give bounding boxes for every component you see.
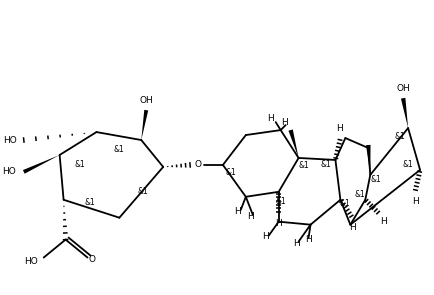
Text: HO: HO <box>2 167 16 176</box>
Text: H: H <box>234 207 241 216</box>
Text: H: H <box>275 219 281 228</box>
Text: &1: &1 <box>84 198 95 207</box>
Text: &1: &1 <box>338 199 349 208</box>
Text: H: H <box>305 235 311 244</box>
Text: &1: &1 <box>275 197 286 206</box>
Text: &1: &1 <box>298 161 308 171</box>
Polygon shape <box>365 145 370 175</box>
Text: &1: &1 <box>74 160 85 169</box>
Text: OH: OH <box>139 96 153 105</box>
Text: HO: HO <box>24 257 38 266</box>
Polygon shape <box>23 155 59 174</box>
Text: O: O <box>194 160 201 169</box>
Text: H: H <box>262 232 269 241</box>
Text: H: H <box>411 197 418 206</box>
Text: H: H <box>267 114 273 123</box>
Text: &1: &1 <box>319 160 330 169</box>
Text: O: O <box>89 255 96 264</box>
Text: &1: &1 <box>114 145 125 155</box>
Text: H: H <box>335 124 342 132</box>
Text: &1: &1 <box>394 132 404 140</box>
Text: OH: OH <box>395 84 409 93</box>
Polygon shape <box>141 110 148 140</box>
Text: H: H <box>379 217 386 226</box>
Text: &1: &1 <box>225 168 236 177</box>
Text: H: H <box>281 118 287 127</box>
Text: HO: HO <box>3 135 17 145</box>
Text: H: H <box>293 239 299 248</box>
Text: &1: &1 <box>402 160 413 169</box>
Polygon shape <box>288 130 298 158</box>
Text: &1: &1 <box>354 190 365 199</box>
Text: H: H <box>348 223 355 232</box>
Text: &1: &1 <box>370 175 381 184</box>
Text: &1: &1 <box>138 187 148 196</box>
Text: H: H <box>247 212 253 221</box>
Polygon shape <box>400 98 407 128</box>
